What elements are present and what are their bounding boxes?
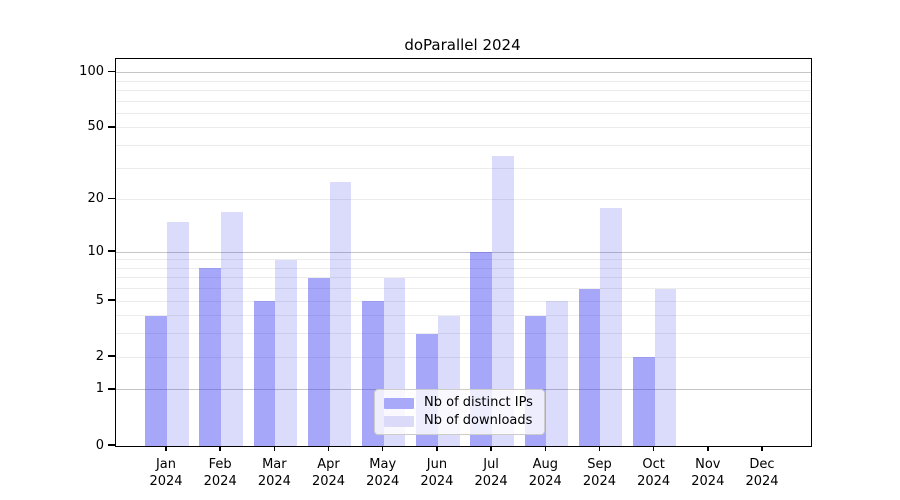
x-tick-mark: [707, 447, 709, 451]
y-tick-label: 20: [87, 191, 104, 207]
bar-downloads-jan: [167, 221, 189, 446]
y-tick-label: 2: [95, 348, 104, 364]
x-tick-label: Jun 2024: [420, 457, 454, 489]
x-tick-mark: [544, 447, 547, 451]
x-tick-mark: [165, 447, 167, 451]
bar-downloads-apr: [329, 182, 352, 446]
y-tick-label: 5: [95, 292, 104, 308]
y-tick-mark: [108, 388, 115, 390]
bar-downloads-mar: [275, 259, 298, 446]
x-tick-label: Aug 2024: [528, 457, 562, 489]
x-tick-mark: [273, 447, 276, 451]
y-tick-mark: [108, 299, 115, 301]
y-tick-label: 1: [95, 381, 104, 397]
plot-area: [115, 58, 812, 447]
y-tick-label: 100: [79, 64, 104, 80]
legend-swatch-distinct-ips: [384, 397, 414, 409]
x-tick-mark: [490, 447, 492, 451]
bar-ips-sep: [578, 288, 601, 446]
y-tick-mark: [108, 250, 115, 252]
y-tick-label: 10: [87, 243, 104, 259]
y-tick-mark: [108, 197, 115, 200]
x-tick-mark: [598, 447, 601, 451]
x-tick-label: Jan 2024: [149, 457, 183, 489]
x-tick-label: May 2024: [366, 457, 400, 489]
bar-downloads-sep: [600, 207, 623, 446]
x-tick-label: Dec 2024: [745, 457, 779, 489]
x-tick-mark: [761, 447, 763, 451]
x-tick-label: Jul 2024: [474, 457, 508, 489]
bar-downloads-jul: [492, 156, 514, 446]
gridline: [116, 72, 811, 74]
y-tick-label: 0: [95, 437, 104, 453]
bar-ips-mar: [253, 301, 276, 446]
gridline: [116, 112, 811, 114]
y-tick-label: 50: [87, 119, 104, 135]
x-tick-mark: [652, 447, 655, 451]
gridline: [116, 288, 811, 290]
legend-swatch-downloads: [384, 415, 414, 427]
y-tick-mark: [108, 70, 115, 73]
legend-item-distinct-ips: Nb of distinct IPs: [384, 396, 533, 410]
y-tick-mark: [108, 444, 115, 446]
bar-ips-feb: [199, 268, 222, 446]
legend-item-downloads: Nb of downloads: [384, 414, 533, 428]
x-tick-label: Feb 2024: [203, 457, 237, 489]
chart-title: doParallel 2024: [404, 36, 521, 54]
gridline: [116, 251, 811, 253]
gridline: [116, 300, 811, 302]
x-tick-label: Oct 2024: [637, 457, 671, 489]
legend-label-downloads: Nb of downloads: [424, 413, 533, 428]
legend-label-distinct-ips: Nb of distinct IPs: [424, 395, 533, 410]
gridline: [116, 100, 811, 102]
gridline: [116, 315, 811, 317]
gridline: [116, 267, 811, 269]
x-tick-mark: [381, 447, 384, 451]
bar-downloads-oct: [654, 288, 677, 446]
legend: Nb of distinct IPs Nb of downloads: [374, 389, 545, 435]
bar-ips-oct: [632, 357, 655, 446]
x-tick-label: Sep 2024: [582, 457, 616, 489]
x-tick-label: Nov 2024: [691, 457, 725, 489]
gridline: [116, 167, 811, 169]
bar-downloads-feb: [221, 212, 243, 446]
gridline: [116, 333, 811, 335]
x-tick-mark: [436, 447, 438, 451]
x-tick-label: Mar 2024: [257, 457, 291, 489]
y-tick-mark: [108, 126, 115, 128]
bar-ips-apr: [307, 277, 330, 446]
gridline: [116, 277, 811, 279]
x-tick-label: Apr 2024: [311, 457, 346, 489]
bar-ips-jan: [145, 315, 167, 446]
y-tick-mark: [108, 355, 115, 357]
x-tick-mark: [327, 447, 330, 451]
gridline: [116, 90, 811, 92]
gridline: [116, 80, 811, 82]
gridline: [116, 199, 811, 201]
gridline: [116, 259, 811, 261]
gridline: [116, 127, 811, 129]
gridline: [116, 356, 811, 358]
bar-downloads-aug: [546, 301, 568, 446]
x-tick-mark: [219, 447, 221, 451]
gridline: [116, 145, 811, 147]
